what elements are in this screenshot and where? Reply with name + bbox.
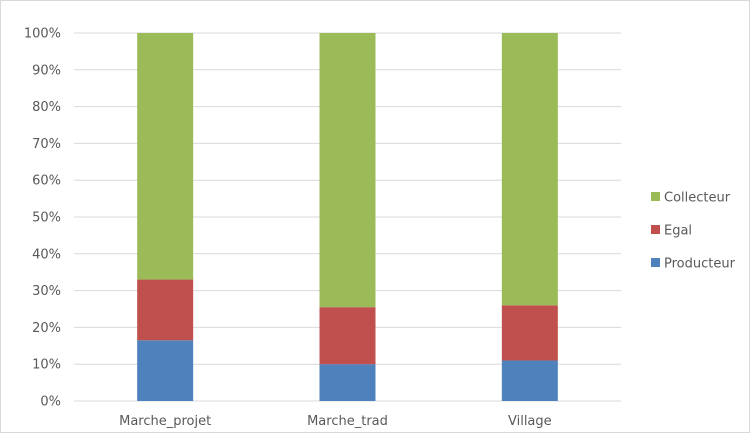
bar-egal-village [501,305,558,361]
y-tick-label: 90% [32,63,61,78]
y-tick-label: 70% [32,137,61,152]
legend-swatch-producteur [651,258,660,267]
y-tick-label: 100% [24,27,61,42]
y-tick-label: 30% [32,284,61,299]
legend-swatch-egal [651,225,660,234]
bar-producteur-marche_trad [319,364,376,401]
y-tick-label: 50% [32,211,61,226]
legend-swatch-collecteur [651,192,660,201]
legend: Collecteur Egal Producteur [651,191,736,272]
bar-collecteur-marche_projet [137,33,194,280]
bar-producteur-village [501,360,558,401]
x-axis-tick-labels: Marche_projet Marche_trad Village [119,414,552,429]
y-tick-label: 80% [32,100,61,115]
legend-label-collecteur: Collecteur [664,191,731,206]
y-tick-label: 20% [32,321,61,336]
y-tick-label: 0% [40,395,61,410]
x-tick-label: Village [508,414,552,429]
bar-egal-marche_projet [137,279,194,341]
bar-collecteur-village [501,33,558,306]
legend-label-egal: Egal [664,224,692,239]
bars [137,33,558,401]
y-axis-tick-labels: 0% 10% 20% 30% 40% 50% 60% 70% 80% 90% 100% [24,27,61,410]
x-tick-label: Marche_trad [307,414,388,429]
y-tick-label: 60% [32,174,61,189]
y-tick-label: 10% [32,358,61,373]
bar-collecteur-marche_trad [319,33,376,308]
x-tick-label: Marche_projet [119,414,211,429]
bar-producteur-marche_projet [137,340,194,401]
legend-label-producteur: Producteur [664,257,736,272]
y-tick-label: 40% [32,247,61,262]
bar-egal-marche_trad [319,307,376,365]
